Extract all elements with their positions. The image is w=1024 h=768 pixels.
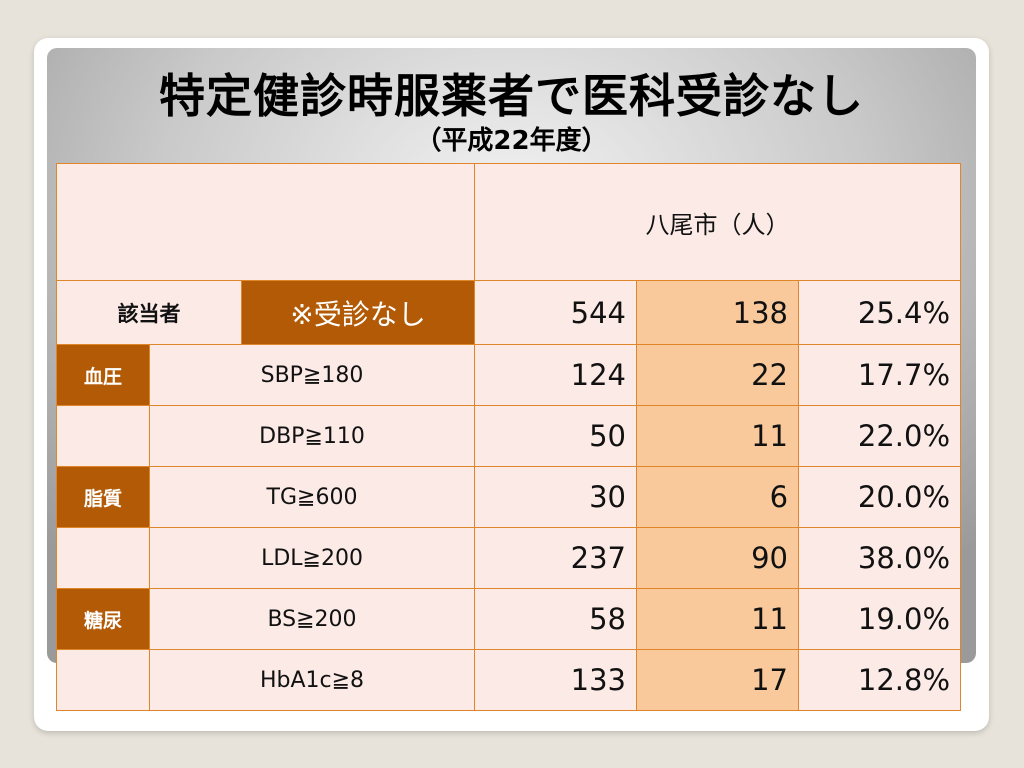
category-cell: 脂質 xyxy=(56,466,150,528)
slide-title: 特定健診時服薬者で医科受診なし xyxy=(159,69,864,123)
criterion-cell: DBP≧110 xyxy=(148,405,476,467)
table-row: 脂質 TG≧600 30 6 20.0% xyxy=(56,466,962,528)
total-cell: 50 xyxy=(474,405,638,467)
rate-cell: 19.0% xyxy=(798,588,962,650)
main-rate-cell: 25.4% xyxy=(798,280,962,345)
criterion-cell: TG≧600 xyxy=(148,466,476,528)
category-cell xyxy=(56,527,150,589)
no-visit-cell: 22 xyxy=(636,344,800,406)
table-row: DBP≧110 50 11 22.0% xyxy=(56,405,962,467)
total-cell: 237 xyxy=(474,527,638,589)
table-row-main: 該当者 ※受診なし 544 138 25.4% xyxy=(56,280,962,345)
category-cell: 糖尿 xyxy=(56,588,150,650)
table-row: LDL≧200 237 90 38.0% xyxy=(56,527,962,589)
category-cell: 血圧 xyxy=(56,344,150,406)
criterion-cell: SBP≧180 xyxy=(148,344,476,406)
no-visit-cell: 17 xyxy=(636,649,800,711)
rate-cell: 12.8% xyxy=(798,649,962,711)
table-row: 糖尿 BS≧200 58 11 19.0% xyxy=(56,588,962,650)
category-cell xyxy=(56,405,150,467)
main-row-sublabel: ※受診なし xyxy=(240,280,476,345)
no-visit-cell: 6 xyxy=(636,466,800,528)
no-visit-cell: 90 xyxy=(636,527,800,589)
slide-subtitle: （平成22年度） xyxy=(415,126,608,156)
total-cell: 58 xyxy=(474,588,638,650)
criterion-cell: BS≧200 xyxy=(148,588,476,650)
table-header-row: 八尾市（人） xyxy=(55,163,962,281)
rate-cell: 38.0% xyxy=(798,527,962,589)
header-empty-cell xyxy=(55,163,476,281)
data-table: 八尾市（人） 該当者 ※受診なし 544 138 25.4% 血圧 SBP≧18… xyxy=(55,163,962,711)
header-city-label: 八尾市（人） xyxy=(474,163,962,281)
total-cell: 30 xyxy=(474,466,638,528)
total-cell: 124 xyxy=(474,344,638,406)
main-no-visit-cell: 138 xyxy=(636,280,800,345)
total-cell: 133 xyxy=(474,649,638,711)
category-cell xyxy=(56,649,150,711)
no-visit-cell: 11 xyxy=(636,405,800,467)
table-row: HbA1c≧8 133 17 12.8% xyxy=(56,649,962,711)
rate-cell: 22.0% xyxy=(798,405,962,467)
rate-cell: 17.7% xyxy=(798,344,962,406)
main-row-label: 該当者 xyxy=(56,280,242,345)
rate-cell: 20.0% xyxy=(798,466,962,528)
table-row: 血圧 SBP≧180 124 22 17.7% xyxy=(56,344,962,406)
no-visit-cell: 11 xyxy=(636,588,800,650)
criterion-cell: LDL≧200 xyxy=(148,527,476,589)
main-total-cell: 544 xyxy=(474,280,638,345)
criterion-cell: HbA1c≧8 xyxy=(148,649,476,711)
